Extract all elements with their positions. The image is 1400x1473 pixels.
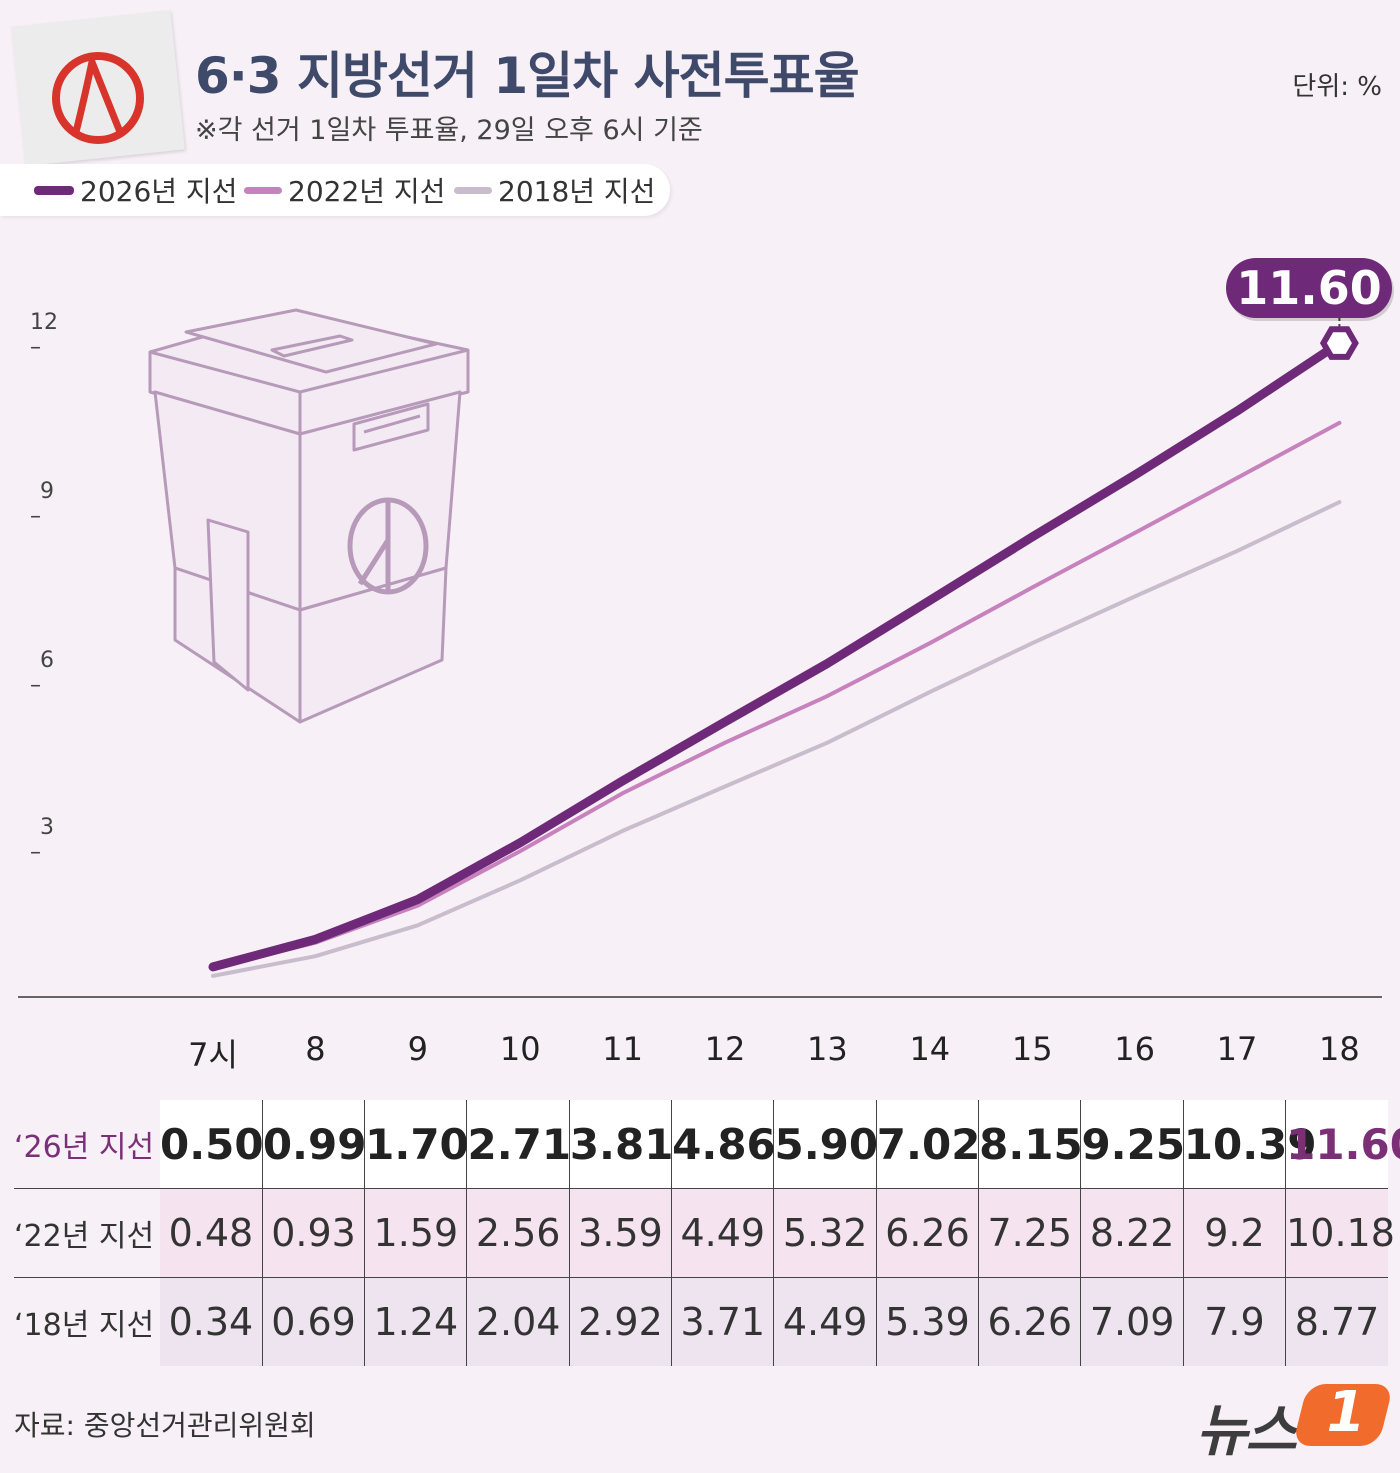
table-cell: 2.92 xyxy=(568,1277,672,1366)
page-subtitle: ※각 선거 1일차 투표율, 29일 오후 6시 기준 xyxy=(195,115,703,146)
legend-item-2022: 2022년 지선 xyxy=(244,164,445,216)
row-label: ‘22년 지선 xyxy=(14,1188,160,1278)
table-row: ‘26년 지선 0.50 0.99 1.70 2.71 3.81 4.86 5.90 7.02 8… xyxy=(14,1100,1400,1189)
x-tick-label: 13 xyxy=(807,1030,848,1068)
table-cell: 1.24 xyxy=(364,1277,467,1366)
table-cell: 0.99 xyxy=(261,1100,366,1189)
table-row: ‘18년 지선 0.34 0.69 1.24 2.04 2.92 3.71 4.49 5.39 6… xyxy=(14,1277,1388,1366)
table-cell: 0.93 xyxy=(261,1188,365,1278)
table-cell: 9.2 xyxy=(1182,1188,1286,1278)
table-cell: 3.71 xyxy=(671,1277,774,1366)
table-cell: 2.56 xyxy=(466,1188,570,1278)
table-cell: 8.15 xyxy=(978,1100,1083,1189)
x-tick-label: 10 xyxy=(499,1030,541,1068)
row-label: ‘26년 지선 xyxy=(14,1100,160,1189)
table-cell: 9.25 xyxy=(1080,1100,1185,1189)
table-row: ‘22년 지선 0.48 0.93 1.59 2.56 3.59 4.49 5.32 6.26 7… xyxy=(14,1188,1395,1278)
line-chart xyxy=(18,308,1382,998)
table-cell: 1.59 xyxy=(364,1188,467,1278)
legend-label: 2022년 지선 xyxy=(288,175,446,208)
series-line-2 xyxy=(211,500,1342,978)
row-label: ‘18년 지선 xyxy=(14,1308,155,1343)
final-value-callout: 11.60 xyxy=(1226,258,1392,318)
table-cell: 2.71 xyxy=(466,1100,571,1189)
table-cell: 0.48 xyxy=(160,1188,263,1278)
table-cell: 4.86 xyxy=(671,1100,776,1189)
brand-badge-number: 1 xyxy=(1326,1380,1366,1445)
ballot-stamp-icon xyxy=(52,52,144,144)
legend-item-2018: 2018년 지선 xyxy=(454,164,655,216)
final-point-marker xyxy=(1319,326,1359,360)
table-cell: 11.60 xyxy=(1285,1100,1400,1189)
legend-swatch xyxy=(244,186,282,194)
x-tick-label: 17 xyxy=(1216,1030,1258,1068)
x-tick-label: 8 xyxy=(305,1030,326,1068)
table-cell: 0.34 xyxy=(160,1277,263,1366)
series-layer xyxy=(208,318,1359,978)
table-cell: 6.26 xyxy=(978,1277,1081,1366)
table-cell: 6.26 xyxy=(875,1188,979,1278)
table-cell: 7.09 xyxy=(1080,1277,1184,1366)
table-cell: 7.02 xyxy=(875,1100,980,1189)
y-tick-9: 9 – xyxy=(30,479,54,529)
unit-label: 단위: % xyxy=(1292,72,1382,102)
table-cell: 1.70 xyxy=(364,1100,469,1189)
table-cell: 5.39 xyxy=(875,1277,979,1366)
legend-item-2026: 2026년 지선 xyxy=(34,164,237,216)
y-tick-6: 6 – xyxy=(30,648,54,698)
x-tick-label: 9 xyxy=(407,1030,428,1068)
y-tick-3: 3 – xyxy=(30,815,54,865)
table-cell: 5.90 xyxy=(773,1100,878,1189)
y-tick-12: 12 – xyxy=(30,310,58,360)
table-cell: 5.32 xyxy=(773,1188,877,1278)
series-line-0 xyxy=(208,338,1344,972)
x-tick-label: 12 xyxy=(704,1030,746,1068)
series-line-1 xyxy=(211,420,1342,971)
table-cell: 8.22 xyxy=(1080,1188,1184,1278)
legend-label: 2026년 지선 xyxy=(80,175,238,208)
table-cell: 7.9 xyxy=(1182,1277,1286,1366)
x-tick-label: 7시 xyxy=(188,1036,238,1074)
x-tick-label: 16 xyxy=(1114,1030,1155,1068)
x-tick-label: 15 xyxy=(1011,1030,1053,1068)
table-cell: 8.77 xyxy=(1285,1277,1388,1366)
data-table: ‘26년 지선 0.50 0.99 1.70 2.71 3.81 4.86 5.90 7.02 8… xyxy=(14,1100,1400,1366)
legend-swatch xyxy=(34,185,74,195)
legend-label: 2018년 지선 xyxy=(498,175,656,208)
table-cell: 0.69 xyxy=(261,1277,365,1366)
table-cell: 3.59 xyxy=(568,1188,672,1278)
x-tick-label: 14 xyxy=(909,1030,951,1068)
table-cell: 3.81 xyxy=(568,1100,673,1189)
table-cell: 7.25 xyxy=(978,1188,1081,1278)
table-cell: 4.49 xyxy=(773,1277,877,1366)
x-tick-label: 11 xyxy=(602,1030,643,1068)
page-title: 6·3 지방선거 1일차 사전투표율 xyxy=(195,47,860,105)
table-cell: 10.39 xyxy=(1182,1100,1317,1189)
x-tick-label: 18 xyxy=(1319,1030,1360,1068)
table-cell: 2.04 xyxy=(466,1277,570,1366)
table-cell: 4.49 xyxy=(671,1188,774,1278)
brand-logo-text: 뉴스 xyxy=(1196,1399,1297,1464)
table-cell: 10.18 xyxy=(1285,1188,1395,1278)
ballot-box-illustration xyxy=(148,308,470,724)
legend-swatch xyxy=(454,186,492,194)
legend: 2026년 지선 2022년 지선 2018년 지선 xyxy=(0,164,670,216)
callout-value: 11.60 xyxy=(1236,261,1382,315)
table-cell: 0.50 xyxy=(160,1100,264,1189)
source-note: 자료: 중앙선거관리위원회 xyxy=(14,1409,316,1442)
